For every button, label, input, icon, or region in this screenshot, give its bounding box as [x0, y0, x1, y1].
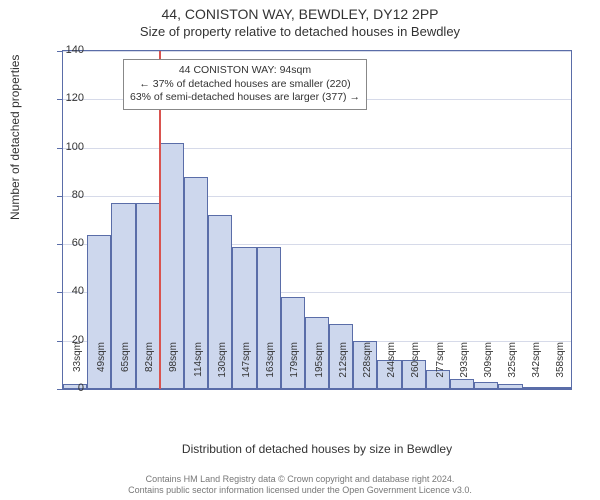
- y-tick-label: 100: [54, 141, 84, 153]
- callout-line2: ← 37% of detached houses are smaller (22…: [130, 78, 360, 92]
- gridline: [63, 389, 571, 390]
- x-tick-label: 147sqm: [241, 342, 252, 378]
- y-tick-label: 140: [54, 44, 84, 56]
- callout-line1: 44 CONISTON WAY: 94sqm: [130, 64, 360, 78]
- property-callout: 44 CONISTON WAY: 94sqm← 37% of detached …: [123, 59, 367, 110]
- x-tick-label: 65sqm: [120, 342, 131, 372]
- gridline: [63, 51, 571, 52]
- x-tick-label: 325sqm: [507, 342, 518, 378]
- x-tick-label: 98sqm: [168, 342, 179, 372]
- x-tick-label: 130sqm: [217, 342, 228, 378]
- x-axis-label: Distribution of detached houses by size …: [62, 442, 572, 456]
- histogram-chart: 44 CONISTON WAY: 94sqm← 37% of detached …: [62, 50, 572, 390]
- y-tick-label: 40: [54, 285, 84, 297]
- x-tick-label: 49sqm: [96, 342, 107, 372]
- x-tick-label: 82sqm: [144, 342, 155, 372]
- x-tick-label: 228sqm: [362, 342, 373, 378]
- histogram-bar: [498, 384, 522, 389]
- x-tick-label: 114sqm: [193, 342, 204, 377]
- x-tick-label: 293sqm: [459, 342, 470, 378]
- page-subtitle: Size of property relative to detached ho…: [0, 22, 600, 39]
- page-title-address: 44, CONISTON WAY, BEWDLEY, DY12 2PP: [0, 0, 600, 22]
- attribution-footer: Contains HM Land Registry data © Crown c…: [0, 474, 600, 497]
- footer-line-1: Contains HM Land Registry data © Crown c…: [0, 474, 600, 485]
- gridline: [63, 148, 571, 149]
- x-tick-label: 163sqm: [265, 342, 276, 378]
- x-tick-label: 277sqm: [435, 342, 446, 378]
- x-tick-label: 212sqm: [338, 342, 349, 378]
- y-tick-label: 0: [54, 382, 84, 394]
- x-tick-label: 342sqm: [531, 342, 542, 378]
- y-axis-label: Number of detached properties: [8, 55, 22, 220]
- x-tick-label: 244sqm: [386, 342, 397, 378]
- x-tick-label: 260sqm: [410, 342, 421, 378]
- x-tick-label: 33sqm: [72, 342, 83, 372]
- footer-line-2: Contains public sector information licen…: [0, 485, 600, 496]
- y-tick-label: 80: [54, 189, 84, 201]
- histogram-bar: [523, 387, 547, 389]
- x-tick-label: 358sqm: [555, 342, 566, 378]
- y-tick-label: 60: [54, 237, 84, 249]
- x-tick-label: 179sqm: [289, 342, 300, 378]
- histogram-bar: [474, 382, 498, 389]
- x-tick-label: 195sqm: [314, 342, 325, 378]
- callout-line3: 63% of semi-detached houses are larger (…: [130, 91, 360, 105]
- histogram-bar: [450, 379, 474, 389]
- y-tick-label: 120: [54, 92, 84, 104]
- x-tick-label: 309sqm: [483, 342, 494, 378]
- histogram-bar: [547, 387, 571, 389]
- gridline: [63, 196, 571, 197]
